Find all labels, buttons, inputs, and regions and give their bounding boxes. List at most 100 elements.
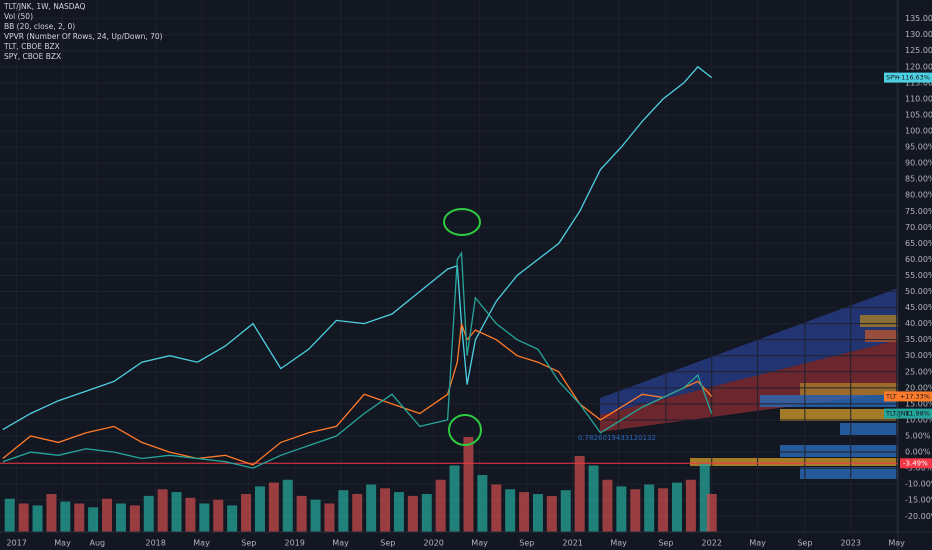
y-tick-label: -10.00%	[905, 480, 932, 489]
volume-bar	[268, 482, 279, 532]
volume-bar	[519, 492, 530, 532]
annotation: 0.7826019433120132	[578, 434, 656, 442]
volume-bar	[171, 492, 182, 532]
y-tick-label: 0.00%	[905, 448, 931, 457]
volume-bar	[102, 498, 113, 532]
volume-bar	[157, 489, 168, 532]
x-tick-label: Sep	[241, 539, 256, 548]
price-tag	[884, 72, 932, 83]
volume-bar	[338, 490, 349, 532]
y-tick-label: 85.00%	[905, 175, 932, 184]
x-tick-label: May	[749, 539, 766, 548]
y-tick-label: 50.00%	[905, 287, 932, 296]
y-tick-label: 25.00%	[905, 367, 932, 376]
volume-bar	[310, 499, 321, 532]
volume-bar	[213, 499, 224, 532]
legend-entry: VPVR (Number Of Rows, 24, Up/Down, 70)	[4, 32, 163, 41]
y-tick-label: 5.00%	[905, 432, 931, 441]
x-tick-label: Sep	[519, 539, 534, 548]
y-tick-label: -15.00%	[905, 496, 932, 505]
x-tick-label: May	[193, 539, 210, 548]
price-tag-name: TLT/JNK	[885, 410, 911, 418]
x-tick-label: 2021	[563, 539, 583, 548]
volume-bar	[18, 503, 29, 532]
legend-entry: Vol (50)	[4, 12, 33, 21]
volume-bar	[630, 489, 641, 532]
y-tick-label: 120.00%	[905, 62, 932, 71]
x-tick-label: May	[332, 539, 349, 548]
volume-bar	[393, 492, 404, 532]
volume-bar	[449, 465, 460, 532]
y-tick-label: 90.00%	[905, 159, 932, 168]
price-tag-value: +116.63%	[896, 74, 930, 82]
y-tick-label: 95.00%	[905, 143, 932, 152]
x-tick-label: 2022	[702, 539, 722, 548]
volume-bar	[129, 505, 140, 532]
volume-bar	[227, 505, 238, 532]
circle-annotation	[443, 208, 481, 236]
x-tick-label: May	[54, 539, 71, 548]
y-tick-label: 105.00%	[905, 110, 932, 119]
y-tick-label: 20.00%	[905, 383, 932, 392]
volume-bar	[60, 501, 71, 532]
volume-bar	[685, 479, 696, 532]
y-tick-label: 100.00%	[905, 126, 932, 135]
volume-bar	[477, 475, 488, 532]
price-tag	[884, 391, 932, 402]
circle-annotation	[448, 414, 482, 446]
y-tick-label: 110.00%	[905, 94, 932, 103]
volume-bar	[46, 494, 57, 532]
volume-bar	[296, 495, 307, 532]
volume-bar	[380, 488, 391, 532]
y-tick-label: 115.00%	[905, 78, 932, 87]
price-tag-name: TLT	[885, 392, 897, 400]
volume-bar	[560, 490, 571, 532]
volume-bar	[407, 495, 418, 532]
volume-bar	[74, 503, 85, 532]
price-tag	[884, 408, 932, 419]
volume-bar	[241, 494, 252, 532]
vpvr-bar	[865, 330, 898, 342]
y-tick-label: 35.00%	[905, 335, 932, 344]
volume-bar	[574, 456, 585, 532]
y-tick-label: 135.00%	[905, 14, 932, 23]
y-tick-label: 15.00%	[905, 399, 932, 408]
vpvr-bar	[690, 458, 898, 466]
volume-bar	[115, 503, 126, 532]
y-tick-label: 45.00%	[905, 303, 932, 312]
volume-bar	[532, 494, 543, 532]
legend-entry: SPY, CBOE BZX	[4, 52, 61, 61]
volume-bar	[644, 484, 655, 532]
vpvr-bar	[760, 395, 898, 407]
volume-bar	[185, 497, 196, 532]
vpvr-bar	[780, 445, 898, 457]
volume-bar	[435, 479, 446, 532]
channel-upper	[600, 288, 898, 415]
x-tick-label: 2018	[146, 539, 166, 548]
y-tick-label: 125.00%	[905, 46, 932, 55]
y-tick-label: 55.00%	[905, 271, 932, 280]
volume-bar	[588, 465, 599, 532]
x-tick-label: May	[888, 539, 905, 548]
series-line	[2, 250, 713, 469]
y-tick-label: 65.00%	[905, 239, 932, 248]
volume-bar	[324, 503, 335, 532]
legend-entry: TLT/JNK, 1W, NASDAQ	[3, 2, 85, 11]
vpvr-bar	[860, 315, 898, 327]
legend-entry: TLT, CBOE BZX	[3, 42, 60, 51]
volume-bar	[505, 489, 516, 532]
x-tick-label: 2017	[7, 539, 27, 548]
volume-bar	[199, 503, 210, 532]
y-tick-label: 130.00%	[905, 30, 932, 39]
vpvr-bar	[780, 409, 898, 421]
volume-bar	[366, 484, 377, 532]
volume-bar	[4, 498, 15, 532]
volume-bar	[491, 484, 502, 532]
x-tick-label: 2020	[424, 539, 444, 548]
volume-bar	[546, 495, 557, 532]
x-tick-label: May	[471, 539, 488, 548]
volume-bar	[421, 494, 432, 532]
volume-bar	[282, 479, 293, 532]
